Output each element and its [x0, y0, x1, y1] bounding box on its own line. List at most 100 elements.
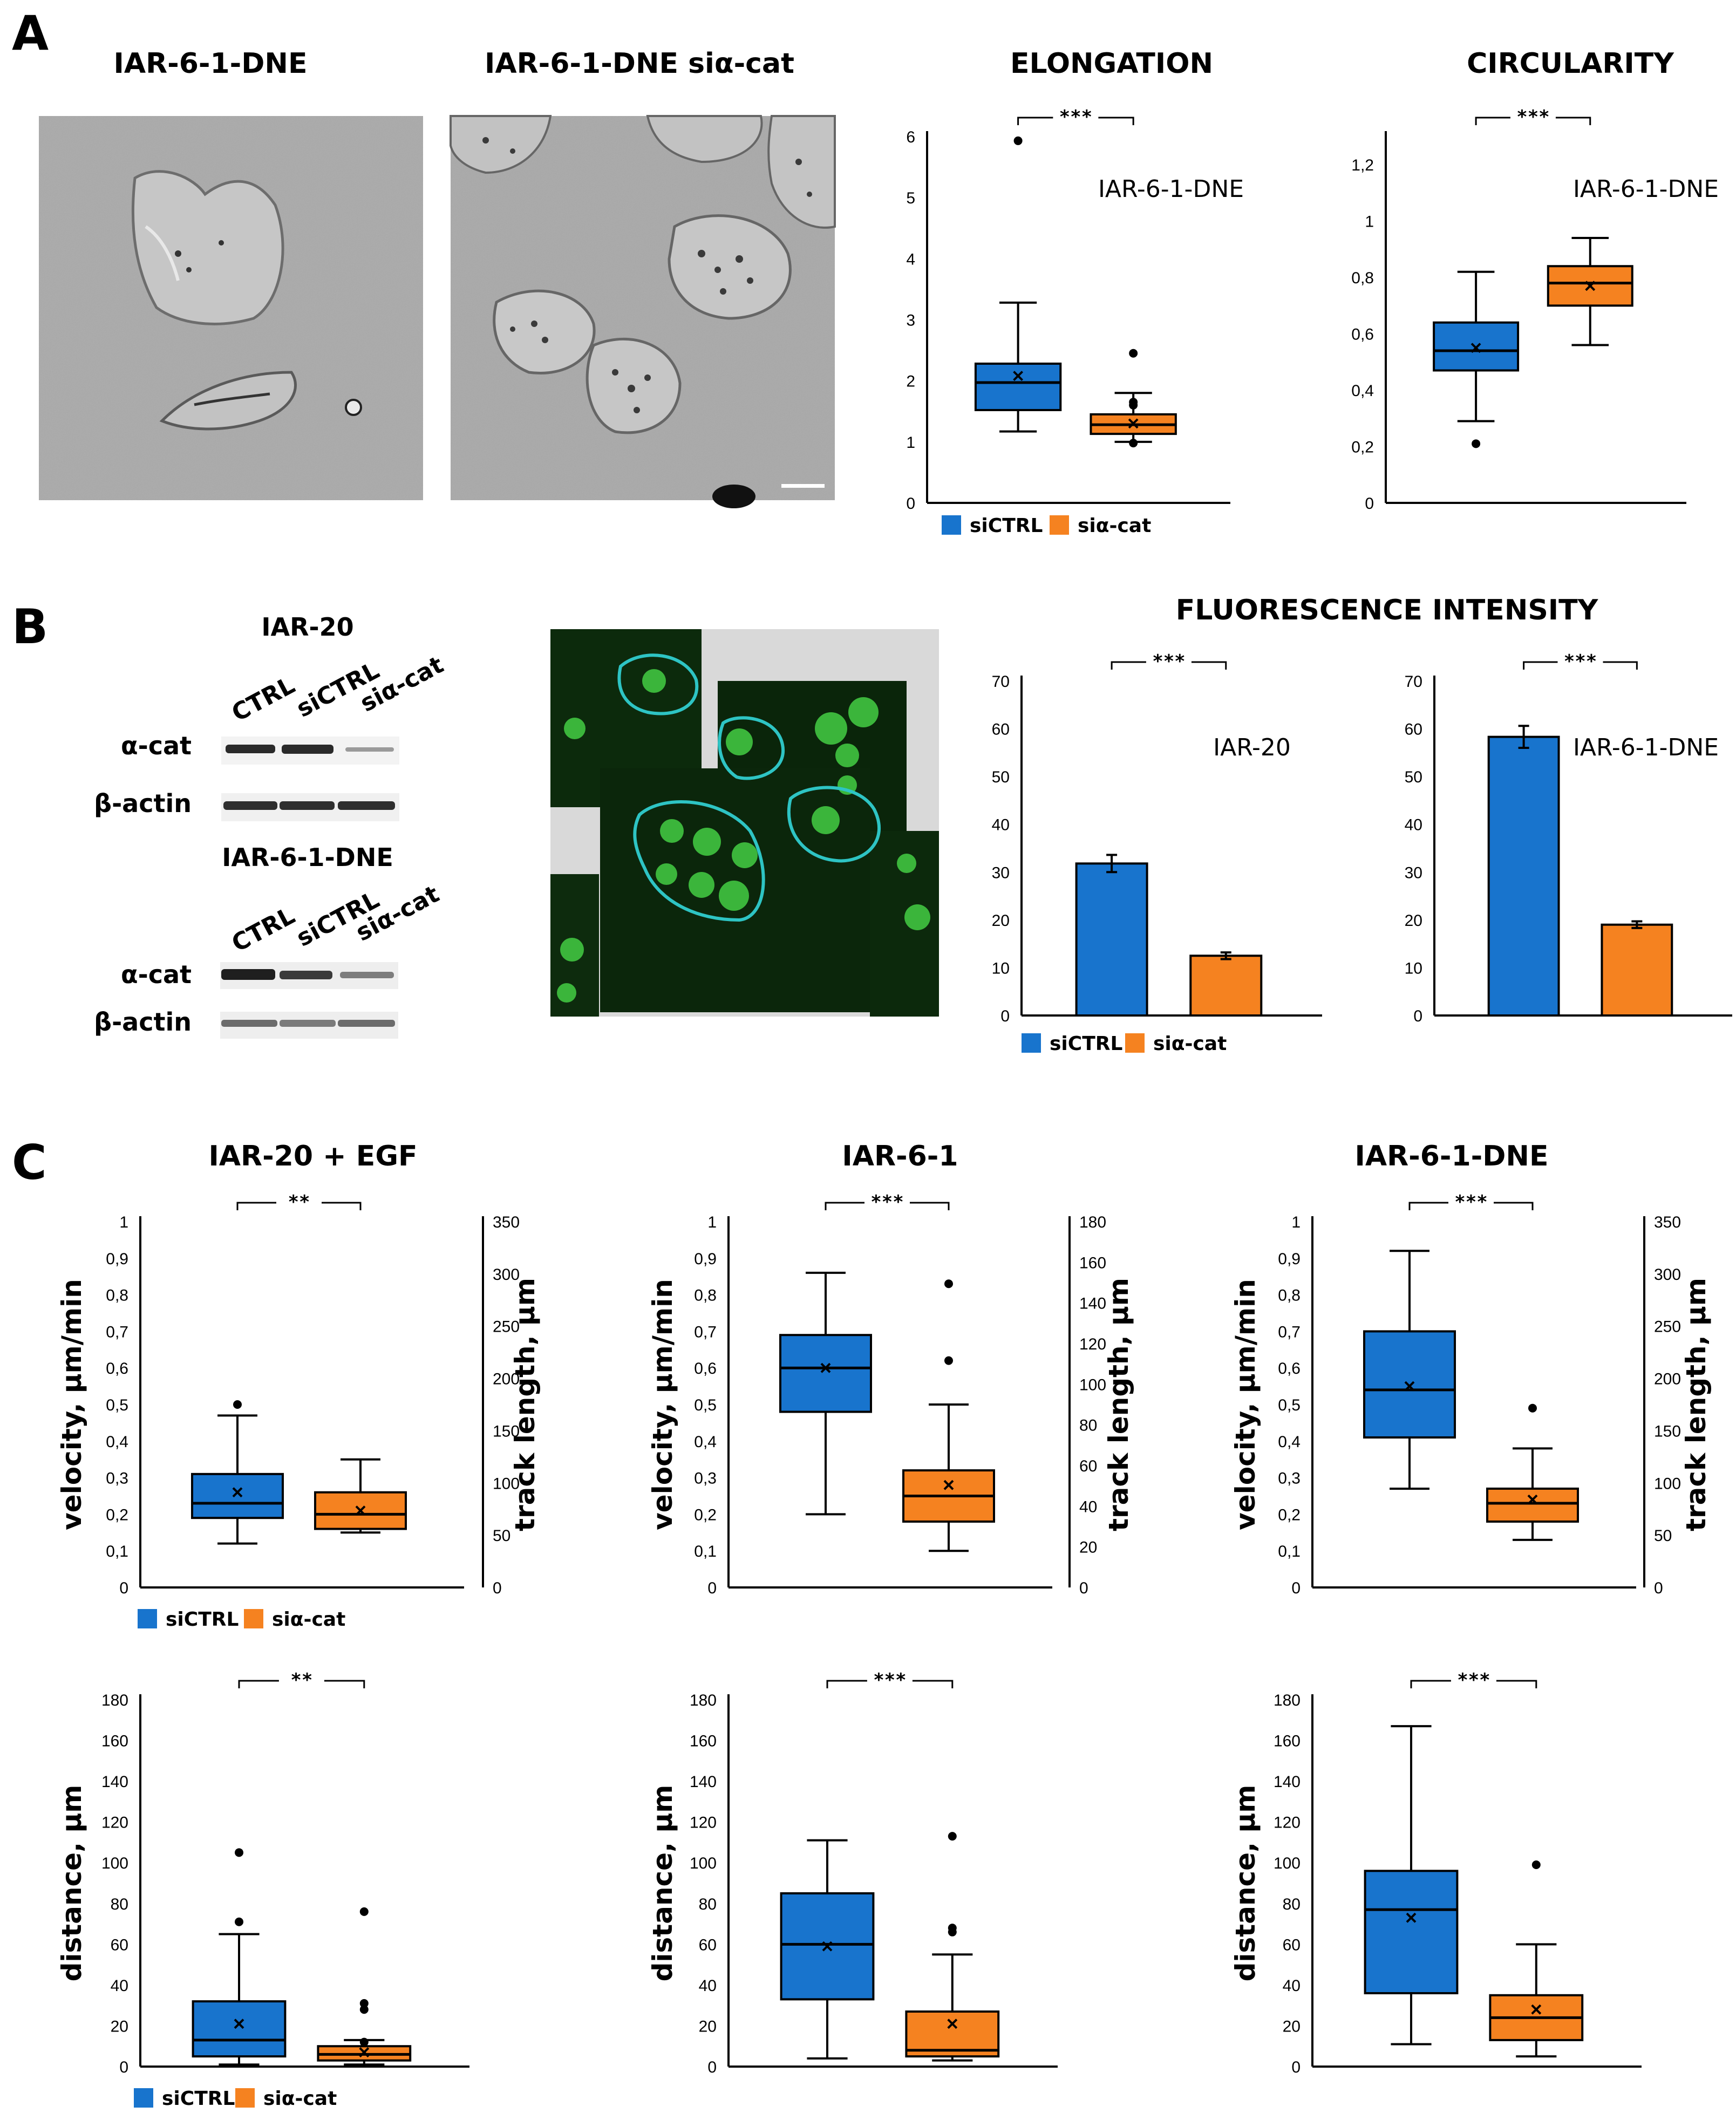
y-tick-label: 20 [699, 2017, 717, 2035]
y2-tick-label: 120 [1079, 1335, 1106, 1353]
significance-label: *** [870, 1191, 903, 1213]
y2-tick-label: 50 [1654, 1527, 1672, 1545]
blot1-lane-labels: CTRL siCTRL siα-cat [227, 651, 448, 727]
box-sicat [317, 1907, 412, 2066]
significance-label: ** [288, 1191, 310, 1213]
y2-tick-label: 0 [1079, 1579, 1088, 1597]
outlier-point [235, 1848, 243, 1857]
y-tick-label: 0,6 [1278, 1360, 1301, 1378]
panelc-title-dne: IAR-6-1-DNE [1355, 1140, 1549, 1173]
y2-tick-label: 350 [493, 1214, 520, 1231]
legend-label-sictrl: siCTRL [162, 2088, 235, 2110]
y-tick-label: 120 [1274, 1814, 1301, 1832]
y2-tick-label: 40 [1079, 1498, 1097, 1516]
y-tick-label: 0,8 [694, 1287, 717, 1305]
scale-bar [781, 484, 825, 488]
panelc-title-iar61: IAR-6-1 [842, 1140, 958, 1173]
y-tick-label: 0,7 [1278, 1323, 1301, 1341]
y-tick-label: 100 [101, 1855, 128, 1872]
y-tick-label: 0,1 [694, 1543, 717, 1560]
y-tick-label: 0,7 [694, 1323, 717, 1341]
box-sicat [1090, 349, 1177, 448]
legend-swatch-sictrl [134, 2088, 153, 2108]
box-iqr [1363, 1330, 1456, 1439]
y-tick-label: 10 [992, 959, 1010, 977]
bar-sictrl [1487, 725, 1560, 1017]
chart-vel_dne: 0 0,1 0,2 0,3 0,4 0,5 0,6 0,7 0,8 0,9 1 0 50 100 150 20… [1230, 1191, 1712, 1597]
y-tick-label: 60 [1283, 1936, 1301, 1954]
outlier-point [235, 1917, 243, 1926]
outlier-point [359, 2005, 369, 2014]
y-tick-label: 0,2 [106, 1506, 128, 1524]
y-tick-label: 160 [690, 1733, 717, 1750]
mean-marker [355, 1505, 366, 1516]
y2-tick-label: 300 [1654, 1266, 1681, 1284]
box-sicat [1489, 1860, 1584, 2058]
chart-inner-label: IAR-6-1-DNE [1098, 175, 1244, 203]
outlier-point [359, 1999, 369, 2008]
blot1-title: IAR-20 [261, 612, 353, 642]
y2-tick-label: 80 [1079, 1417, 1097, 1435]
box-sicat [905, 1832, 1000, 2062]
y-tick-label: 120 [690, 1814, 717, 1832]
y-tick-label: 1 [119, 1214, 128, 1231]
y-tick-label: 0 [1291, 1579, 1301, 1597]
y-tick-label: 2 [906, 373, 915, 391]
legend-panel-b: siCTRL siα-cat [1022, 1033, 1227, 1055]
chart-circularity: 0 0,2 0,4 0,6 0,8 1 1,2 CIRCULARITY IAR-6-1-DNE *… [1351, 47, 1719, 513]
y-tick-label: 100 [690, 1855, 717, 1872]
y-tick-label: 0,4 [1351, 382, 1374, 400]
legend-swatch-sicat [1050, 515, 1069, 535]
outlier-point [1528, 1403, 1537, 1413]
y2-tick-label: 100 [493, 1475, 520, 1492]
box-sictrl [191, 1400, 284, 1545]
mean-marker [947, 2019, 958, 2029]
legend-swatch-sictrl [1022, 1033, 1041, 1053]
significance-label: *** [1152, 651, 1185, 672]
bar-rect [1189, 955, 1263, 1017]
y2-tick-label: 60 [1079, 1457, 1097, 1475]
legend-swatch-sicat [235, 2088, 255, 2108]
outlier-point [944, 1279, 953, 1289]
legend-panel-c-top: siCTRL siα-cat [138, 1608, 345, 1631]
y-tick-label: 50 [992, 768, 1010, 786]
y2-tick-label: 0 [1654, 1579, 1663, 1597]
fluorescence-image-collage [550, 629, 939, 1017]
y2-tick-label: 100 [1079, 1376, 1106, 1394]
y-axis-label: distance, µm [56, 1785, 87, 1982]
y-tick-label: 4 [906, 250, 915, 268]
y-tick-label: 0 [1365, 495, 1374, 513]
y-tick-label: 3 [906, 312, 915, 330]
y-axis-label: velocity, µm/min [1230, 1279, 1261, 1530]
y-axis-label: distance, µm [1230, 1785, 1261, 1982]
phase-contrast-image-left [39, 116, 423, 500]
box-sictrl [192, 1848, 287, 2066]
chart-vel_iar61: 0 0,1 0,2 0,3 0,4 0,5 0,6 0,7 0,8 0,9 1 0 20 40 60 80 10… [647, 1191, 1134, 1597]
y-tick-label: 70 [1405, 673, 1422, 691]
y-tick-label: 20 [992, 912, 1010, 930]
y-tick-label: 1 [707, 1214, 717, 1231]
legend-label-sicat: siα-cat [263, 2088, 337, 2110]
y-tick-label: 1,2 [1351, 156, 1374, 174]
y-tick-label: 100 [1274, 1855, 1301, 1872]
chart-title: CIRCULARITY [1467, 47, 1674, 80]
mean-marker [822, 1941, 833, 1952]
charts-layer: 0 1 2 3 4 5 6 ELONGATION IAR-6-1-DNE *** 0 0,2 0,4 0,… [56, 47, 1732, 2076]
panel-label-b: B [12, 599, 48, 655]
y-tick-label: 0,6 [106, 1360, 128, 1378]
y-tick-label: 120 [101, 1814, 128, 1832]
y-tick-label: 140 [690, 1773, 717, 1791]
box-iqr [974, 362, 1062, 411]
y-tick-label: 40 [111, 1977, 128, 1995]
y-tick-label: 0,7 [106, 1323, 128, 1341]
outlier-point [1472, 439, 1481, 448]
significance-label: *** [873, 1669, 906, 1691]
chart-vel_egf: 0 0,1 0,2 0,3 0,4 0,5 0,6 0,7 0,8 0,9 1 0 50 100 150 20… [56, 1191, 541, 1597]
bar-sicat [1189, 951, 1263, 1017]
y-tick-label: 0,4 [1278, 1433, 1301, 1451]
y-tick-label: 0,9 [1278, 1250, 1301, 1268]
chart-dist_dne: 0 20 40 60 80 100 120 140 160 180 distance, µm *** [1230, 1669, 1642, 2076]
blot2-bands [220, 962, 398, 1039]
y-tick-label: 80 [699, 1896, 717, 1913]
y-axis-label: distance, µm [647, 1785, 678, 1982]
